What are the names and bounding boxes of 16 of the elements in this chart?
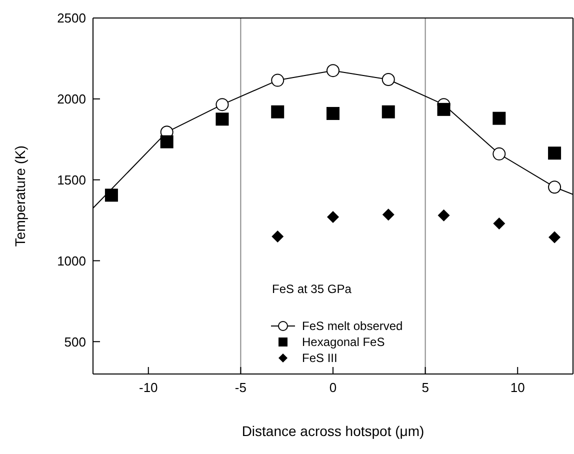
- y-tick-label: 2500: [57, 10, 86, 26]
- x-tick-label: 5: [422, 380, 429, 396]
- legend-label: FeS melt observed: [302, 319, 403, 333]
- y-tick-label: 500: [64, 334, 86, 350]
- y-tick-label: 1000: [57, 253, 86, 268]
- x-tick-label: 10: [510, 380, 525, 396]
- x-tick-label: -5: [234, 380, 246, 396]
- x-axis-title: Distance across hotspot (μm): [242, 423, 424, 439]
- legend-label: FeS III: [302, 351, 338, 365]
- x-tick-label: -10: [138, 380, 158, 396]
- y-tick-label: 1500: [57, 172, 86, 188]
- legend-label: Hexagonal FeS: [302, 335, 385, 349]
- x-tick-label: 0: [329, 380, 337, 396]
- annotation: FeS at 35 GPa: [272, 282, 352, 296]
- y-tick-label: 2000: [57, 92, 86, 107]
- y-axis-title: Temperature (K): [12, 145, 28, 247]
